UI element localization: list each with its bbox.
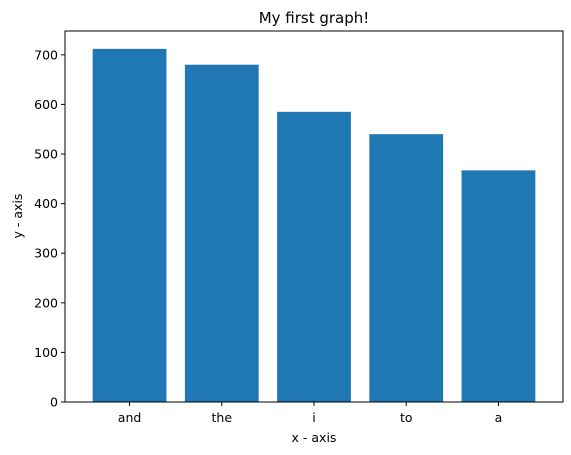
bar-a — [461, 170, 536, 402]
y-tick-label: 700 — [34, 47, 58, 62]
y-tick-label: 300 — [34, 246, 58, 261]
chart-title: My first graph! — [259, 9, 370, 27]
x-tick-label-i: i — [312, 410, 315, 425]
x-tick-label-and: and — [118, 410, 142, 425]
y-tick-label: 500 — [34, 147, 58, 162]
bar-i — [277, 111, 351, 402]
y-axis-label: y - axis — [10, 194, 25, 239]
bar-the — [184, 64, 259, 402]
x-axis-label: x - axis — [292, 430, 337, 445]
bar-to — [369, 134, 444, 403]
x-tick-label-to: to — [400, 410, 413, 425]
y-tick-label: 200 — [34, 295, 58, 310]
y-tick-label: 600 — [34, 97, 58, 112]
x-tick-label-the: the — [212, 410, 233, 425]
y-tick-label: 400 — [34, 196, 58, 211]
y-tick-label: 100 — [34, 345, 58, 360]
plot-area: 0 100 200 300 400 500 600 700 and the i to a — [34, 30, 564, 425]
bar-and — [92, 48, 167, 403]
y-tick-label: 0 — [50, 395, 58, 410]
x-tick-label-a: a — [495, 410, 503, 425]
